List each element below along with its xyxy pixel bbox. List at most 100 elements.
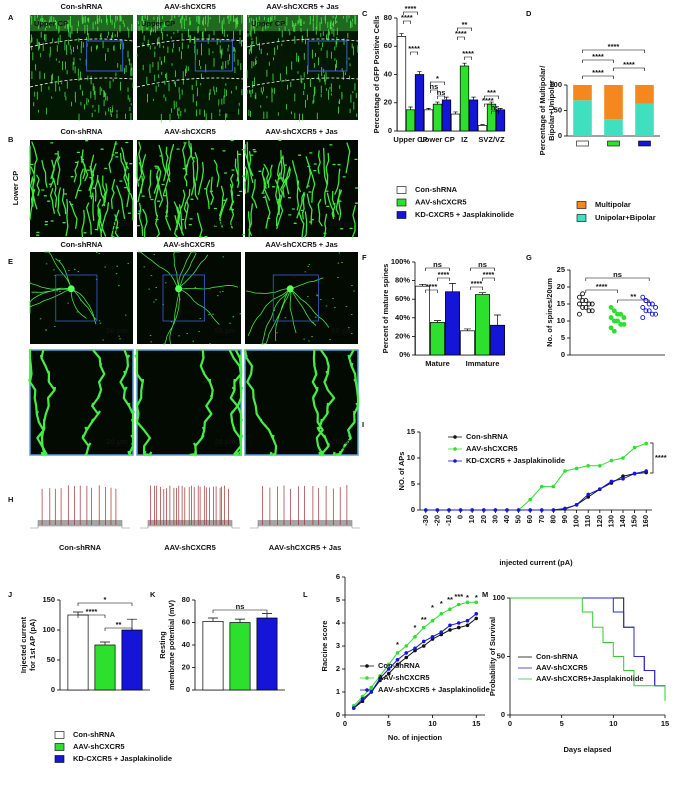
roi-box (307, 40, 348, 72)
marker (505, 508, 509, 512)
legend-marker (365, 688, 369, 692)
point (621, 315, 627, 321)
bar (432, 103, 443, 132)
marker (395, 662, 400, 667)
marker (644, 441, 648, 446)
scale-label: 50 µm (214, 326, 236, 335)
marker (621, 477, 625, 481)
point (640, 304, 646, 310)
sig-label: ns (430, 82, 439, 91)
bar (229, 622, 251, 691)
marker (609, 479, 614, 484)
bar (423, 109, 434, 132)
error-bar (462, 62, 467, 67)
legend-swatch (54, 743, 65, 751)
sig-bracket (77, 614, 106, 618)
x-axis-label: Days elapsed (564, 745, 612, 754)
sig-bracket (470, 286, 483, 290)
marker (516, 508, 521, 512)
y-tick-label: 60 (384, 41, 392, 50)
sig-label: ns (613, 270, 622, 279)
legend-marker (365, 664, 369, 668)
marker (378, 676, 382, 680)
point (576, 301, 582, 307)
current-steps (250, 520, 360, 529)
series-line (425, 470, 647, 511)
sig-bracket (403, 11, 418, 15)
marker (448, 623, 452, 628)
sig-bracket (410, 51, 418, 55)
x-tick-label: 10 (467, 515, 476, 523)
dendrites (29, 251, 129, 341)
marker (598, 464, 602, 468)
sig-bracket (77, 602, 133, 606)
legend-marker (453, 447, 457, 451)
marker (395, 651, 400, 655)
sig-label: **** (438, 270, 450, 279)
marker (435, 508, 440, 512)
scale-label: 20 µm (214, 437, 236, 446)
sig-bracket (482, 277, 495, 281)
panel-label: H (8, 495, 13, 504)
panel-label: B (8, 135, 14, 144)
error-bar (426, 108, 431, 110)
y-tick-label: 10 (407, 453, 415, 462)
column-title: AAV-shCXCR5 + Jas (265, 127, 338, 136)
x-tick-label: Upper CP (393, 135, 427, 144)
y-tick-label: 0% (399, 350, 410, 359)
bar (405, 109, 416, 132)
y-axis-label: for 1st AP (pA) (28, 618, 37, 671)
marker (439, 630, 444, 634)
bar (202, 621, 224, 691)
y-tick-label: 0 (336, 710, 340, 719)
sig-bracket (617, 299, 650, 303)
error-bar (478, 292, 487, 295)
y-tick-label: 0 (186, 685, 190, 694)
x-tick-label: 5 (560, 719, 564, 728)
error-bar (234, 618, 246, 623)
trace-label: Con-shRNA (59, 543, 102, 552)
legend-label: AAV-shCXCR5 (415, 197, 467, 206)
column-title: AAV-shCXCR5 (163, 240, 215, 249)
scale-label: 100 µm (214, 219, 240, 228)
scale-label: 20 µm (331, 437, 353, 446)
marker (586, 492, 590, 497)
region-label: Lower CP (141, 54, 176, 63)
sig-bracket (582, 75, 614, 79)
cells (246, 15, 359, 122)
trace-label: AAV-shCXCR5 + Jas (269, 543, 342, 552)
y-tick-label: 80% (395, 276, 410, 285)
point (576, 294, 582, 300)
marker (621, 456, 625, 460)
error-bar (453, 111, 458, 115)
survival-curve (510, 597, 666, 701)
y-tick-label: 3 (336, 641, 340, 650)
marker (551, 508, 556, 512)
sig-label: ** (421, 615, 427, 624)
marker (644, 469, 648, 473)
y-tick-label: 0 (411, 505, 415, 514)
row-label: Lower CP (11, 171, 20, 206)
marker (465, 623, 470, 628)
bar (475, 294, 490, 356)
column-title: AAV-shCXCR5 + Jas (265, 240, 338, 249)
marker (404, 655, 409, 660)
panel-label: I (362, 420, 364, 429)
x-tick-label: 100 (572, 515, 581, 528)
x-axis-label: injected current (pA) (499, 558, 573, 567)
point (586, 308, 592, 314)
point (608, 315, 614, 321)
x-tick-label: 50 (514, 515, 523, 523)
point (608, 304, 614, 310)
sig-label: **** (482, 96, 494, 105)
point (621, 321, 627, 327)
legend-swatch (54, 731, 65, 739)
bar (477, 124, 488, 132)
y-tick-label: 0 (561, 350, 565, 359)
point (580, 298, 586, 304)
bar-segment (604, 85, 623, 120)
legend-swatch (576, 214, 587, 222)
series-line (425, 442, 647, 511)
legend-label: Con-shRNA (415, 185, 458, 194)
